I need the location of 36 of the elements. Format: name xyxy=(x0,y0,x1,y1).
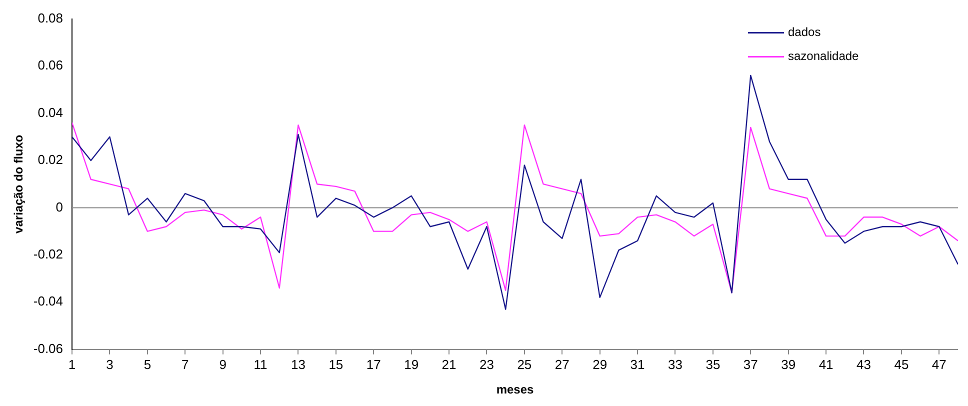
x-tick-label: 9 xyxy=(219,356,226,372)
y-tick-label: 0.02 xyxy=(38,152,64,168)
x-tick-label: 13 xyxy=(291,356,306,372)
legend-label: sazonalidade xyxy=(788,49,860,64)
y-tick-label: 0 xyxy=(56,199,64,214)
x-tick-label: 17 xyxy=(366,356,381,372)
y-tick-label: 0.08 xyxy=(38,10,64,26)
legend-label: dados xyxy=(788,25,821,40)
x-tick-label: 39 xyxy=(781,356,796,372)
x-tick-label: 5 xyxy=(144,356,152,372)
y-tick-label: -0.02 xyxy=(33,246,64,262)
x-tick-label: 37 xyxy=(743,356,758,372)
x-axis-title: meses xyxy=(496,382,534,396)
y-tick-label: 0.04 xyxy=(38,104,64,120)
x-tick-label: 31 xyxy=(630,356,645,372)
x-tick-label: 45 xyxy=(894,356,909,372)
x-tick-label: 33 xyxy=(668,356,682,372)
x-tick-label: 35 xyxy=(706,356,720,372)
x-tick-label: 19 xyxy=(404,356,419,372)
x-tick-label: 3 xyxy=(106,356,114,372)
x-tick-label: 1 xyxy=(68,356,76,372)
x-tick-label: 47 xyxy=(932,356,946,372)
x-tick-label: 41 xyxy=(818,356,834,372)
x-tick-label: 21 xyxy=(442,356,456,372)
y-tick-label: -0.04 xyxy=(33,294,64,309)
x-tick-label: 11 xyxy=(254,356,268,372)
y-tick-label: -0.06 xyxy=(33,340,64,356)
x-tick-label: 7 xyxy=(182,356,189,372)
x-tick-label: 27 xyxy=(554,356,570,372)
x-tick-label: 15 xyxy=(328,356,344,372)
x-tick-label: 29 xyxy=(592,356,608,372)
x-tick-label: 25 xyxy=(517,356,532,372)
y-axis-title: variação do fluxo xyxy=(12,134,26,234)
y-tick-label: 0.06 xyxy=(38,58,64,73)
x-tick-label: 23 xyxy=(480,356,494,372)
x-tick-label: 43 xyxy=(856,356,871,372)
